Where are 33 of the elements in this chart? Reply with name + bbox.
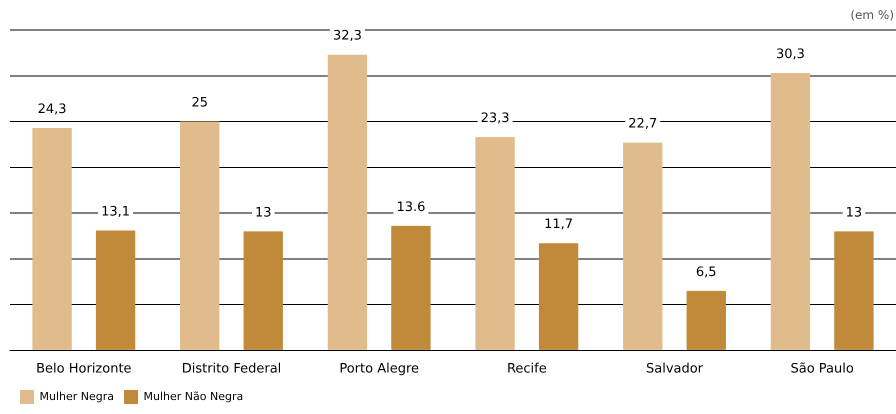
- bar: [96, 230, 136, 350]
- bar: [328, 54, 368, 350]
- data-label: 13,1: [101, 204, 130, 220]
- data-label: 24,3: [38, 102, 67, 117]
- data-label: 32,3: [332, 28, 362, 44]
- data-label: 6,5: [696, 264, 717, 280]
- bar: [244, 231, 283, 350]
- data-label: 22,7: [628, 116, 658, 132]
- x-tick-label: Belo Horizonte: [36, 362, 132, 377]
- data-label: 11,7: [544, 217, 574, 232]
- bar: [180, 122, 220, 350]
- bar: [686, 290, 726, 350]
- bar: [770, 73, 810, 350]
- bar: [475, 137, 515, 350]
- legend-label: Mulher Não Negra: [144, 390, 244, 403]
- x-tick-label: Salvador: [646, 362, 704, 377]
- text: (em %): [850, 8, 894, 22]
- data-label: 13: [846, 205, 862, 220]
- bar: [538, 243, 578, 350]
- x-tick-label: Porto Alegre: [339, 362, 420, 377]
- data-label: 25: [191, 95, 208, 110]
- bar: [623, 142, 662, 350]
- bar: [391, 226, 431, 350]
- data-label: 13.6: [396, 200, 426, 215]
- data-label: 23,3: [480, 110, 510, 126]
- bar: [834, 231, 874, 350]
- legend-label: Mulher Negra: [40, 390, 114, 403]
- x-tick-label: Distrito Federal: [182, 362, 282, 377]
- data-label: 30,3: [776, 46, 805, 62]
- data-label: 13: [254, 205, 272, 220]
- bar: [32, 128, 72, 350]
- x-tick-label: Recife: [506, 362, 547, 377]
- x-tick-label: São Paulo: [790, 362, 854, 377]
